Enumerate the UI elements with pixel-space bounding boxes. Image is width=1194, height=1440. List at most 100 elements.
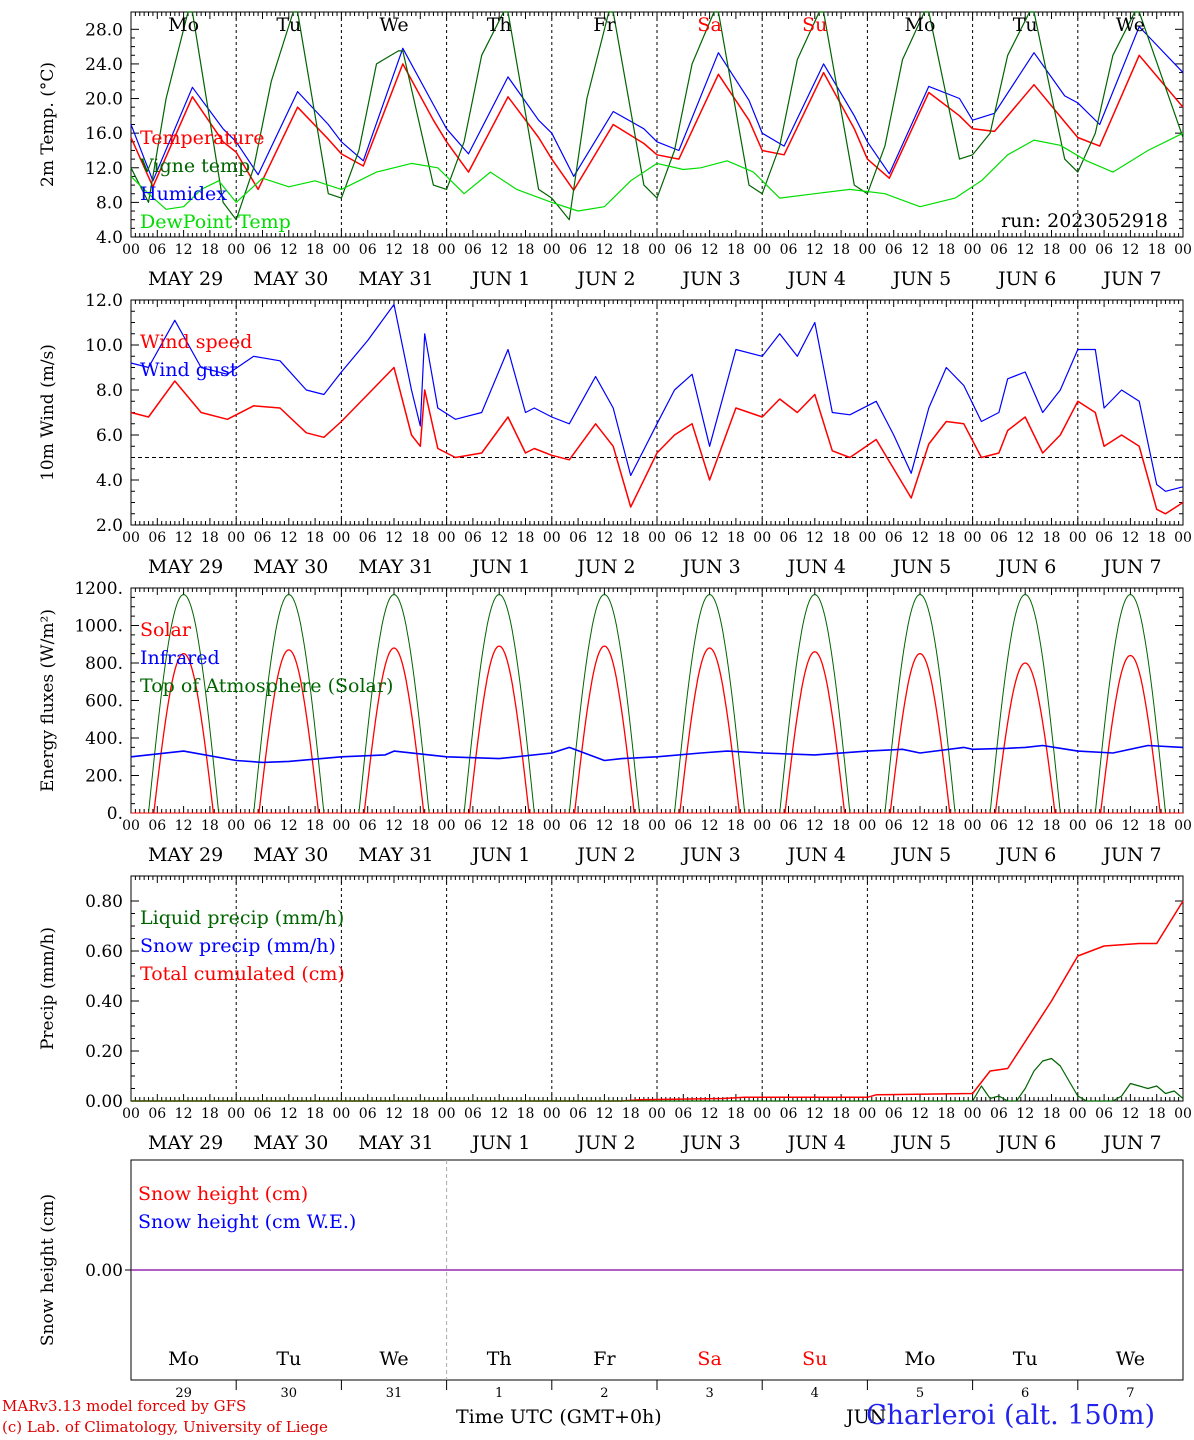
plot-frame	[130, 299, 1184, 526]
hour-tick-label: 06	[780, 818, 798, 834]
hour-tick-label: 12	[701, 818, 719, 834]
hour-tick-label: 12	[385, 818, 403, 834]
hour-tick-label: 18	[306, 1106, 324, 1122]
hour-tick-label: 00	[1174, 530, 1192, 546]
solar-line	[889, 652, 951, 814]
hour-tick-label: 00	[1069, 1106, 1087, 1122]
hour-tick-label: 12	[385, 242, 403, 258]
infrared-line	[130, 744, 1184, 764]
hour-tick-label: 06	[780, 530, 798, 546]
panel-wind: 2.0 4.0 6.0 8.0 10.0 12.0 10m Wind (m/s) 00 06 12…	[38, 291, 1192, 578]
hour-tick-label: 18	[622, 530, 640, 546]
hour-tick-label: 00	[648, 242, 666, 258]
hour-tick-label: 00	[332, 818, 350, 834]
hour-tick-label: 12	[701, 530, 719, 546]
y-tick-label: 12.0	[85, 291, 123, 311]
hour-tick-label: 18	[1148, 530, 1166, 546]
hour-tick-label: 00	[227, 1106, 245, 1122]
toa-solar-line	[358, 594, 430, 814]
hour-tick-label: 18	[727, 1106, 745, 1122]
hour-tick-label: 00	[753, 1106, 771, 1122]
hour-tick-label: 06	[885, 242, 903, 258]
hour-tick-label: 00	[227, 530, 245, 546]
hour-tick-label: 06	[990, 818, 1008, 834]
toa-solar-line	[1094, 594, 1166, 814]
hour-tick-label: 00	[332, 1106, 350, 1122]
y-tick-label: 800.	[85, 654, 123, 674]
toa-solar-line	[568, 594, 640, 814]
hour-tick-label: 06	[148, 242, 166, 258]
hour-tick-label: 18	[622, 242, 640, 258]
total-cumulated-cm-line	[131, 900, 1184, 1102]
hour-tick-label: 00	[1174, 242, 1192, 258]
date-label: MAY 31	[358, 1132, 433, 1154]
hour-tick-label: 00	[964, 818, 982, 834]
hour-tick-label: 18	[517, 242, 535, 258]
legend-label: Wind speed	[140, 331, 252, 353]
hour-tick-label: 12	[911, 1106, 929, 1122]
hour-tick-label: 06	[148, 530, 166, 546]
hour-tick-label: 12	[280, 242, 298, 258]
solar-line	[363, 647, 425, 814]
hour-tick-label: 00	[438, 530, 456, 546]
hour-tick-label: 12	[490, 530, 508, 546]
y-tick-label: 1000.	[74, 617, 123, 637]
hour-tick-label: 06	[1095, 242, 1113, 258]
y-tick-label: 0.20	[85, 1042, 123, 1062]
date-label: MAY 29	[148, 1132, 223, 1154]
date-label: MAY 29	[148, 556, 223, 578]
hour-tick-label: 12	[1016, 242, 1034, 258]
hour-tick-label: 12	[911, 530, 929, 546]
hour-tick-label: 06	[885, 818, 903, 834]
solar-line	[258, 649, 320, 814]
hour-tick-label: 18	[727, 530, 745, 546]
hour-tick-label: 00	[858, 530, 876, 546]
hour-tick-label: 12	[1016, 1106, 1034, 1122]
hour-tick-label: 00	[543, 818, 561, 834]
date-label: JUN 5	[891, 1132, 951, 1154]
y-tick-label: 0.60	[85, 942, 123, 962]
date-label: JUN 1	[470, 844, 530, 866]
weekday-label: Mo	[905, 1348, 936, 1370]
solar-line	[679, 647, 741, 814]
hour-tick-label: 18	[411, 818, 429, 834]
hour-tick-label: 06	[1095, 818, 1113, 834]
day-number-label: 2	[600, 1386, 608, 1401]
hour-tick-label: 18	[306, 818, 324, 834]
hour-tick-label: 12	[175, 1106, 193, 1122]
y-tick-label: 0.80	[85, 892, 123, 912]
date-label: JUN 3	[680, 268, 740, 290]
weekday-label: We	[1116, 1348, 1145, 1370]
hour-tick-label: 00	[1174, 818, 1192, 834]
y-tick-label: 8.0	[96, 193, 123, 213]
weekday-label: Sa	[697, 1348, 721, 1370]
hour-tick-label: 18	[517, 530, 535, 546]
date-label: JUN 1	[470, 556, 530, 578]
date-label: JUN 1	[470, 268, 530, 290]
hour-tick-label: 06	[569, 242, 587, 258]
hour-tick-label: 00	[438, 242, 456, 258]
vigne-temp-line	[130, 11, 1184, 221]
date-label: MAY 30	[253, 268, 328, 290]
date-label: JUN 5	[891, 268, 951, 290]
weekday-label: We	[379, 1348, 408, 1370]
day-number-label: 30	[281, 1386, 298, 1401]
hour-tick-label: 12	[280, 818, 298, 834]
date-label: JUN 5	[891, 844, 951, 866]
hour-tick-label: 06	[148, 1106, 166, 1122]
toa-solar-line	[884, 594, 956, 814]
y-tick-label: 1200.	[74, 579, 123, 599]
hour-tick-label: 00	[858, 1106, 876, 1122]
hour-tick-label: 06	[464, 1106, 482, 1122]
date-label: MAY 29	[148, 268, 223, 290]
hour-tick-label: 12	[595, 242, 613, 258]
hour-tick-label: 00	[1069, 242, 1087, 258]
hour-tick-label: 18	[727, 818, 745, 834]
hour-tick-label: 18	[937, 242, 955, 258]
day-number-label: 7	[1126, 1386, 1134, 1401]
hour-tick-label: 06	[1095, 530, 1113, 546]
month-label: JUN	[846, 1406, 887, 1428]
weekday-label: Su	[802, 1348, 827, 1370]
time-axis-label: Time UTC (GMT+0h)	[456, 1406, 662, 1428]
date-label: JUN 6	[996, 844, 1056, 866]
